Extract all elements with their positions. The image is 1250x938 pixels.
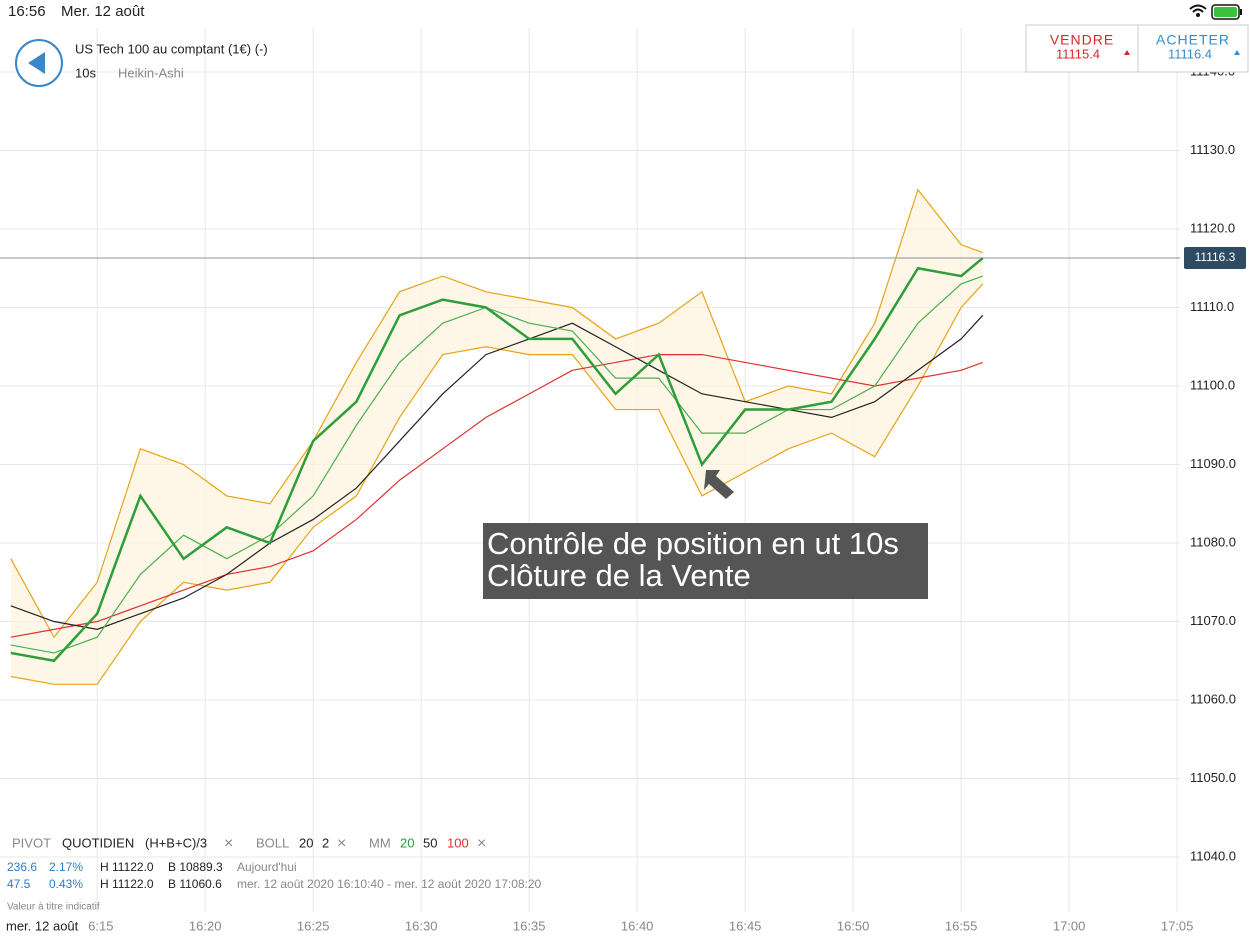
status-bar — [0, 0, 1250, 24]
buy-price[interactable]: 11116.4 — [1168, 46, 1212, 61]
stat-percent: 0.43% — [49, 877, 83, 891]
stat-high: H 11122.0 — [100, 877, 154, 891]
last-price-label: 11116.3 — [1195, 250, 1236, 264]
mm-period[interactable]: 50 — [423, 835, 437, 850]
status-time: 16:56 — [8, 3, 46, 20]
annotation-text: Clôture de la Vente — [487, 558, 751, 593]
boll-dev[interactable]: 2 — [322, 835, 329, 850]
battery-level — [1214, 7, 1237, 17]
stat-period: mer. 12 août 2020 16:10:40 - mer. 12 aoû… — [237, 877, 542, 891]
trade-buttons: VENDRE 11115.4 ACHETER 11116.4 — [1025, 24, 1249, 73]
sell-button[interactable] — [1025, 24, 1139, 73]
chart-style[interactable]: Heikin-Ashi — [118, 65, 184, 80]
battery-tip — [1240, 9, 1242, 15]
y-tick-label: 11070.0 — [1190, 613, 1236, 628]
y-tick-label: 11110.0 — [1190, 299, 1234, 314]
y-tick-label: 11120.0 — [1190, 220, 1235, 235]
boll-period[interactable]: 20 — [299, 835, 313, 850]
back-arrow[interactable] — [28, 52, 45, 74]
indicator-line — [10, 283, 984, 685]
sell-indicator — [1124, 50, 1130, 55]
remove-icon[interactable]: × — [224, 835, 233, 852]
stat-percent: 2.17% — [49, 860, 83, 874]
x-tick-label: 16:40 — [621, 918, 654, 933]
x-tick-label: 16:45 — [729, 918, 762, 933]
stat-low: B 11060.6 — [168, 877, 222, 891]
remove-icon[interactable]: × — [477, 835, 486, 852]
arrow-icon — [704, 470, 734, 499]
indicator-line — [10, 275, 983, 654]
sell-label[interactable]: VENDRE — [1050, 32, 1114, 48]
buy-label[interactable]: ACHETER — [1156, 32, 1230, 48]
y-tick-label: 11060.0 — [1190, 691, 1236, 706]
remove-icon[interactable]: × — [337, 835, 346, 852]
x-tick-label: 16:20 — [189, 918, 222, 933]
boll-label[interactable]: BOLL — [256, 835, 289, 850]
wifi-icon — [1196, 13, 1200, 17]
stat-period: Aujourd'hui — [237, 860, 297, 874]
instrument-name: US Tech 100 au comptant (1€) (-) — [75, 41, 268, 56]
stat-high: H 11122.0 — [100, 860, 154, 874]
last-price-box — [1184, 247, 1246, 270]
y-tick-label: 11050.0 — [1190, 770, 1236, 785]
battery-icon — [1211, 4, 1240, 20]
x-tick-label: 16:50 — [837, 918, 870, 933]
pivot-label[interactable]: PIVOT — [12, 835, 51, 850]
x-tick-label: 16:30 — [405, 918, 438, 933]
pivot-formula[interactable]: (H+B+C)/3 — [145, 835, 207, 850]
x-tick-label: 17:00 — [1053, 918, 1086, 933]
stats: 236.6 2.17% H 11122.0 B 10889.3 Aujourd'… — [7, 860, 542, 912]
wifi-icon — [1189, 4, 1207, 13]
stat-change: 236.6 — [7, 860, 37, 874]
indicator-legend: PIVOT QUOTIDIEN (H+B+C)/3 × BOLL 20 2 × … — [12, 835, 486, 852]
annotation-text: Contrôle de position en ut 10s — [487, 526, 899, 561]
stat-low: B 10889.3 — [168, 860, 223, 874]
date-label-bg — [0, 916, 88, 938]
annotation-box — [483, 523, 928, 599]
mm-period[interactable]: 20 — [400, 835, 414, 850]
disclaimer: Valeur à titre indicatif — [7, 902, 100, 913]
interval[interactable]: 10s — [75, 65, 96, 80]
status-date: Mer. 12 août — [61, 3, 145, 20]
price-line — [10, 257, 984, 663]
stat-change: 47.5 — [7, 877, 31, 891]
mm-period[interactable]: 100 — [447, 835, 469, 850]
y-tick-label: 11080.0 — [1190, 534, 1236, 549]
chart: 11040.0 11050.0 11060.0 11070.0 11080.0 11090… — [0, 28, 1246, 912]
x-tick-label: 16:15 — [81, 918, 114, 933]
indicator-line — [10, 314, 984, 630]
buy-button[interactable] — [1137, 24, 1249, 73]
y-tick-label: 11130.0 — [1190, 142, 1235, 157]
sell-price[interactable]: 11115.4 — [1056, 46, 1100, 61]
indicator-line — [10, 188, 983, 639]
date-label: mer. 12 août — [6, 918, 79, 933]
bollinger-fill — [10, 189, 983, 685]
y-tick-label: 11040.0 — [1190, 848, 1236, 863]
x-tick-label: 16:55 — [945, 918, 978, 933]
indicator-line — [10, 353, 983, 638]
pivot-period[interactable]: QUOTIDIEN — [62, 835, 134, 850]
back-button[interactable] — [15, 39, 63, 87]
x-axis: 16:15 16:20 16:25 16:30 16:35 16:40 16:45 16:50… — [81, 918, 1193, 933]
mm-label[interactable]: MM — [369, 835, 391, 850]
x-tick-label: 16:25 — [297, 918, 330, 933]
y-tick-label: 11090.0 — [1190, 456, 1236, 471]
x-tick-label: 17:05 — [1161, 918, 1194, 933]
y-tick-label: 11100.0 — [1190, 377, 1235, 392]
buy-indicator — [1234, 50, 1240, 55]
annotation: Contrôle de position en ut 10s Clôture d… — [483, 470, 928, 599]
x-tick-label: 16:35 — [513, 918, 546, 933]
